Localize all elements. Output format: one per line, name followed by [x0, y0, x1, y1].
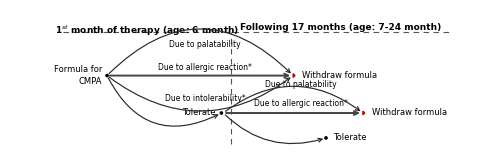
Text: Tolerate: Tolerate: [182, 109, 216, 117]
Text: Due to palatability: Due to palatability: [169, 40, 240, 49]
Text: Withdraw formula: Withdraw formula: [372, 109, 447, 117]
Text: Withdraw formula: Withdraw formula: [302, 71, 377, 80]
Text: Due to allergic reaction*: Due to allergic reaction*: [158, 63, 252, 72]
Ellipse shape: [220, 112, 222, 114]
Ellipse shape: [325, 137, 327, 139]
Text: Due to intolerability*: Due to intolerability*: [164, 94, 246, 103]
Polygon shape: [293, 74, 295, 77]
Text: Tolerate: Tolerate: [333, 133, 366, 142]
Text: Formula for
CMPA: Formula for CMPA: [54, 65, 102, 86]
Text: Following 17 months (age: 7-24 month): Following 17 months (age: 7-24 month): [240, 23, 441, 32]
Ellipse shape: [106, 75, 108, 77]
Polygon shape: [363, 111, 365, 115]
Text: Due to palatability: Due to palatability: [265, 80, 336, 89]
Text: 1$^{st}$ month of therapy (age: 6 month): 1$^{st}$ month of therapy (age: 6 month): [54, 23, 239, 38]
Text: Due to allergic reaction*: Due to allergic reaction*: [254, 99, 348, 108]
